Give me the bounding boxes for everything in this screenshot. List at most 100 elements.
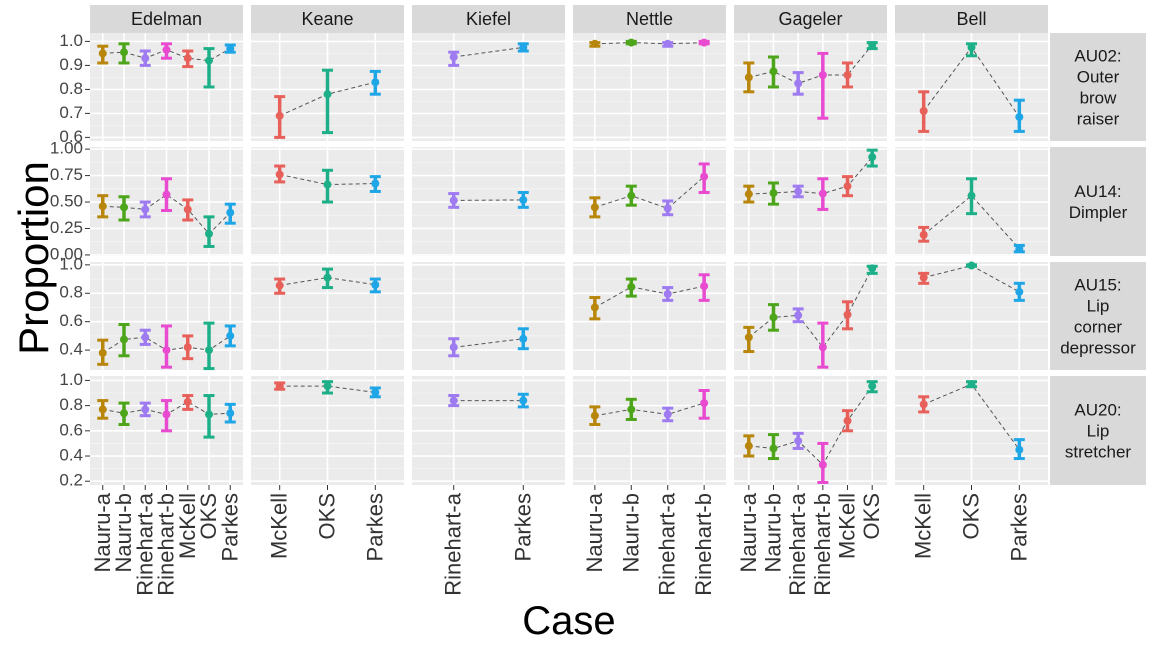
data-point — [141, 405, 150, 414]
strip-row — [1050, 262, 1146, 370]
data-point — [843, 310, 852, 319]
strip-column — [573, 5, 726, 33]
data-point — [744, 441, 753, 450]
facet-panel — [412, 33, 565, 141]
data-point — [519, 43, 528, 52]
facet-panel — [251, 33, 404, 141]
data-point — [919, 273, 928, 282]
data-point — [794, 187, 803, 196]
data-point — [744, 190, 753, 199]
data-point — [843, 71, 852, 79]
strip-label-column: Keane — [301, 9, 353, 29]
facet-panel — [251, 376, 404, 485]
y-tick-label: 0.6 — [59, 420, 83, 439]
data-point — [162, 190, 171, 199]
data-point — [1015, 445, 1024, 454]
facet-panel — [734, 33, 887, 141]
data-point — [1015, 244, 1024, 253]
facet-panel — [895, 261, 1048, 370]
y-tick-label: 0.6 — [59, 127, 83, 146]
data-point — [967, 380, 976, 389]
data-point — [162, 346, 171, 355]
y-tick-label: 0.50 — [50, 192, 83, 211]
data-point — [663, 204, 672, 213]
data-point — [794, 311, 803, 320]
y-tick-label: 0.8 — [59, 79, 83, 98]
x-tick-label: Parkes — [1006, 493, 1031, 561]
facet-panel — [90, 262, 243, 371]
data-point — [919, 230, 928, 239]
y-tick-label: 0.9 — [59, 55, 83, 74]
strip-label-column: Bell — [956, 9, 986, 29]
x-axis-title: Case — [522, 599, 615, 643]
x-tick-label: OKS — [315, 493, 340, 539]
data-point — [275, 111, 284, 120]
facet-panel — [412, 262, 565, 370]
strip-row — [1050, 147, 1146, 256]
data-point — [700, 399, 709, 408]
strip-row — [1050, 376, 1146, 485]
data-point — [627, 282, 636, 291]
data-point — [371, 388, 380, 397]
data-point — [818, 343, 827, 352]
facet-panel — [573, 147, 726, 256]
x-tick-label: Rinehart-b — [154, 493, 179, 596]
x-tick-label: OKS — [196, 493, 221, 539]
y-tick-label: 0.4 — [59, 340, 83, 359]
y-tick-label: 1.00 — [50, 139, 83, 158]
data-point — [226, 331, 235, 340]
strip-label-column: Nettle — [626, 9, 673, 29]
x-tick-label: Parkes — [217, 493, 242, 561]
data-point — [663, 289, 672, 298]
data-point — [744, 73, 753, 82]
facet-panel — [734, 262, 887, 370]
data-point — [919, 107, 928, 115]
data-point — [519, 334, 528, 343]
panel-background — [412, 262, 565, 370]
trend-line — [748, 156, 873, 195]
x-tick-label: Rinehart-a — [441, 492, 466, 595]
facet-panel — [895, 33, 1048, 141]
data-point — [868, 41, 877, 49]
data-point — [967, 43, 976, 52]
data-point — [967, 261, 976, 270]
data-point — [794, 79, 803, 88]
data-point — [120, 48, 128, 57]
data-point — [98, 348, 107, 357]
strip-row — [1050, 33, 1146, 141]
strip-label-row: AU02: Outer brow raiser — [1074, 47, 1121, 129]
data-point — [205, 346, 213, 355]
strip-label-row: AU14: Dimpler — [1069, 182, 1128, 222]
data-point — [590, 303, 599, 312]
data-point — [627, 38, 636, 47]
strip-column — [734, 5, 887, 33]
x-tick-label: OKS — [859, 493, 884, 539]
data-point — [1015, 113, 1024, 121]
x-tick-label: Nauru-b — [760, 493, 785, 572]
panel-background — [734, 33, 887, 141]
data-point — [98, 49, 107, 58]
data-point — [323, 180, 332, 189]
x-tick-label: McKell — [267, 493, 292, 559]
data-point — [769, 67, 778, 76]
y-tick-label: 0.75 — [50, 165, 83, 184]
data-point — [275, 281, 284, 290]
data-point — [183, 343, 192, 352]
data-point — [818, 189, 827, 198]
data-point — [590, 39, 599, 48]
data-point — [371, 179, 380, 188]
x-tick-label: Rinehart-a — [655, 492, 680, 595]
trend-line — [453, 46, 524, 58]
data-point — [769, 313, 778, 322]
data-point — [663, 410, 672, 419]
y-tick-label: 0.7 — [59, 103, 83, 122]
x-tick-label: Parkes — [510, 493, 535, 561]
trend-line — [594, 402, 705, 417]
facet-panel — [412, 376, 565, 485]
data-point — [919, 400, 928, 409]
strip-label-row: AU20: Lip stretcher — [1065, 401, 1131, 462]
data-point — [226, 208, 235, 217]
data-point — [120, 409, 128, 418]
x-tick-label: Rinehart-b — [810, 493, 835, 596]
